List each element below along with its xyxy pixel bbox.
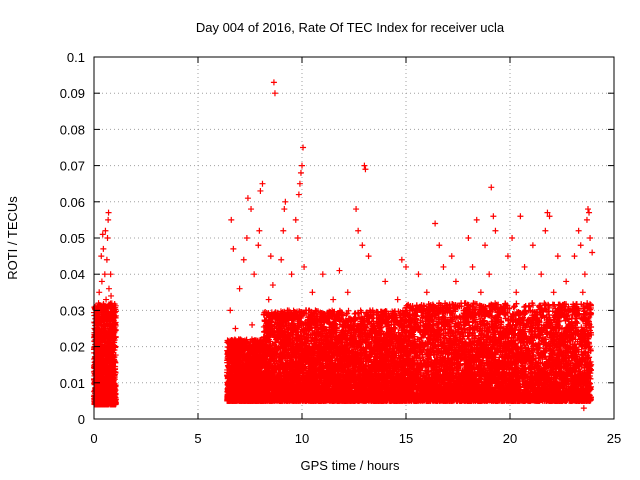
data-points bbox=[91, 79, 596, 412]
data-point bbox=[108, 300, 115, 307]
chart-title: Day 004 of 2016, Rate Of TEC Index for r… bbox=[196, 20, 505, 35]
